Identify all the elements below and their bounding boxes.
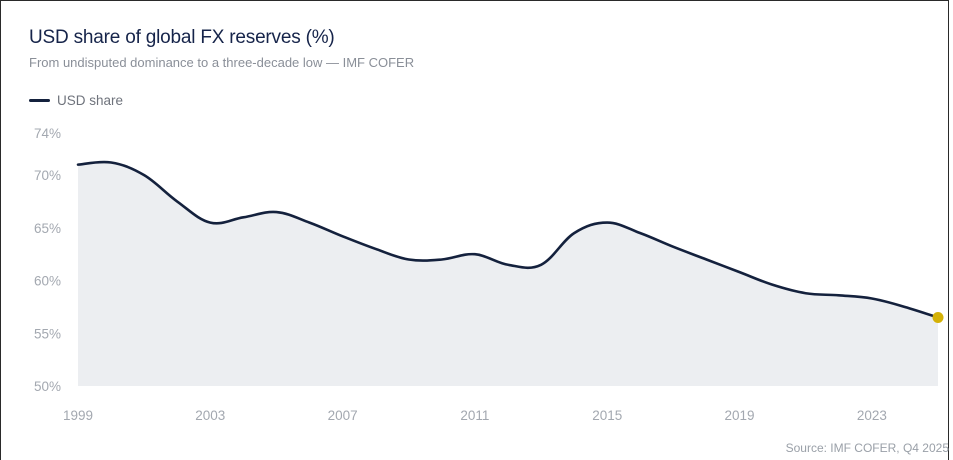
y-tick-label: 50% xyxy=(34,379,61,394)
y-tick-label: 55% xyxy=(34,326,61,341)
x-tick-label: 2015 xyxy=(592,408,622,423)
usd-share-area xyxy=(78,161,938,386)
usd-share-line xyxy=(76,160,940,319)
x-tick-label: 1999 xyxy=(63,408,93,423)
legend-swatch xyxy=(29,99,50,102)
chart-subtitle: From undisputed dominance to a three-dec… xyxy=(29,55,415,70)
x-tick-label: 2023 xyxy=(857,408,887,423)
x-tick-label: 2011 xyxy=(460,408,489,423)
x-tick-label: 2019 xyxy=(725,408,755,423)
y-tick-label: 60% xyxy=(34,274,61,289)
x-tick-label: 2003 xyxy=(195,408,225,423)
chart-title: USD share of global FX reserves (%) xyxy=(29,27,335,48)
y-tick-label: 74% xyxy=(34,126,61,141)
y-tick-label: 65% xyxy=(34,221,61,236)
legend-label: USD share xyxy=(57,93,124,108)
x-tick-label: 2007 xyxy=(328,408,358,423)
y-tick-label: 70% xyxy=(34,168,61,183)
source-note: Source: IMF COFER, Q4 2025 xyxy=(785,441,949,455)
legend: USD share xyxy=(29,93,123,108)
latest-value-marker[interactable] xyxy=(932,311,944,323)
